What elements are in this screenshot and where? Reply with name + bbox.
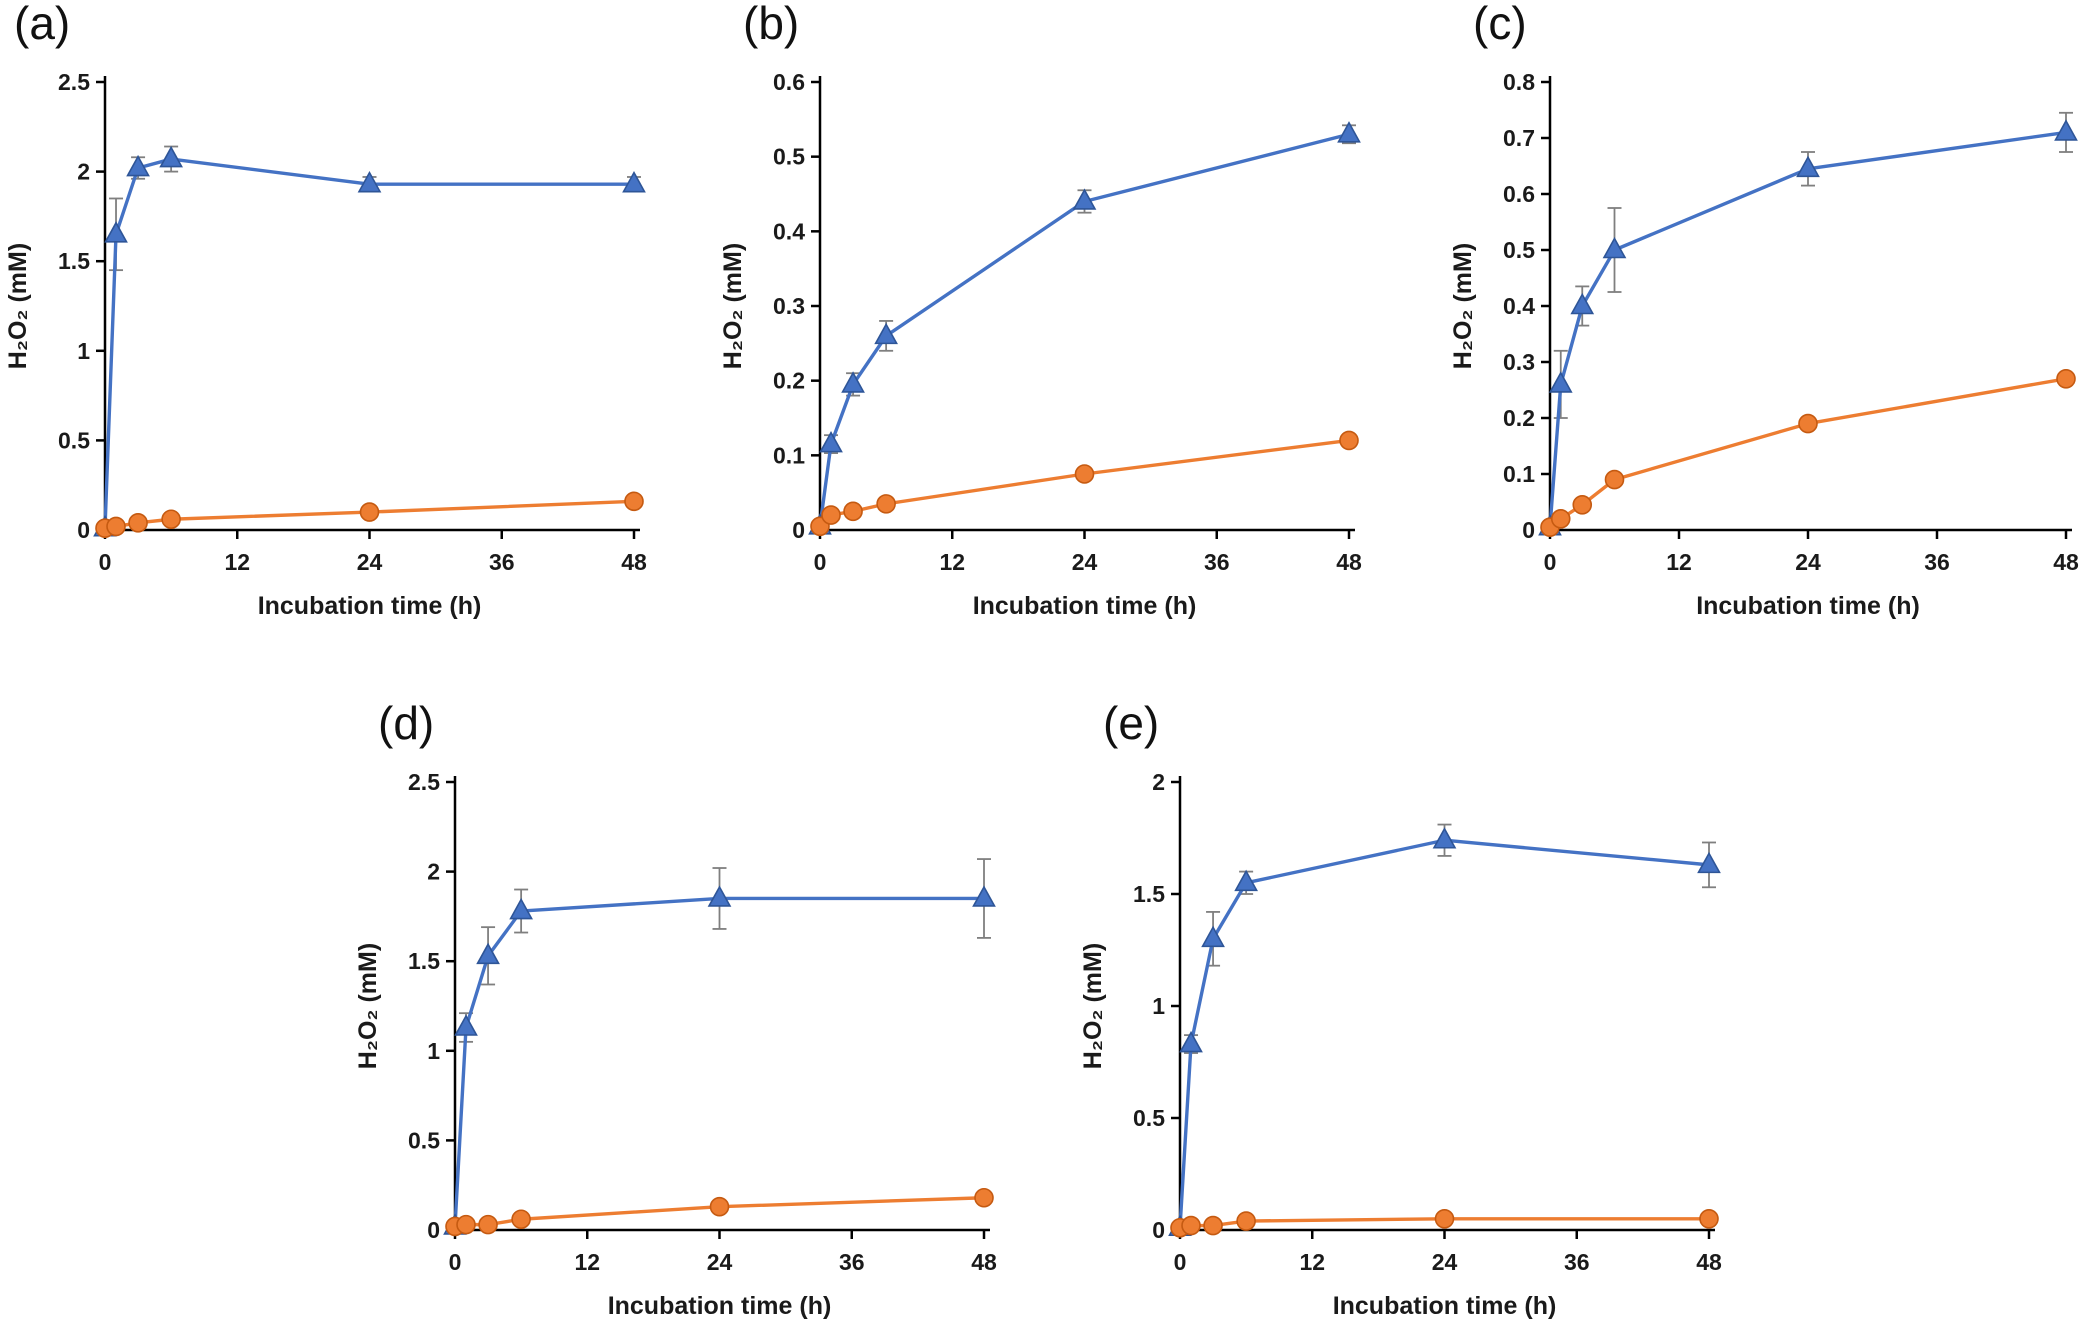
svg-text:0: 0 <box>792 517 805 543</box>
svg-text:H₂O₂ (mM): H₂O₂ (mM) <box>1449 243 1477 369</box>
svg-text:24: 24 <box>707 1249 733 1275</box>
svg-text:24: 24 <box>1432 1249 1458 1275</box>
svg-text:36: 36 <box>1924 549 1950 575</box>
svg-text:12: 12 <box>574 1249 600 1275</box>
svg-text:Incubation time (h): Incubation time (h) <box>973 592 1197 620</box>
svg-text:Incubation time (h): Incubation time (h) <box>258 592 482 620</box>
svg-text:1: 1 <box>77 338 90 364</box>
svg-text:48: 48 <box>1696 1249 1722 1275</box>
svg-text:48: 48 <box>2053 549 2079 575</box>
svg-text:Incubation time (h): Incubation time (h) <box>1333 1292 1557 1320</box>
svg-text:1: 1 <box>1152 993 1165 1019</box>
svg-text:0.3: 0.3 <box>1503 349 1535 375</box>
svg-text:0.6: 0.6 <box>773 69 805 95</box>
svg-text:2.5: 2.5 <box>58 69 90 95</box>
panel-label-d: (d) <box>378 697 435 749</box>
chart-panel-e: (e) 0 0.5 1 1.5 2 0 12 24 36 48 Incubation time (h… <box>1075 700 1735 1342</box>
svg-text:H₂O₂ (mM): H₂O₂ (mM) <box>4 243 32 369</box>
svg-text:0.2: 0.2 <box>773 368 805 394</box>
chart-panel-b: (b) 0 0.1 0.2 0.3 0.4 0.5 0.6 0 12 24 36 48 Incubati… <box>715 0 1375 650</box>
svg-text:0.1: 0.1 <box>1503 461 1535 487</box>
chart-d-plot: 0 0.5 1 1.5 2 2.5 0 12 24 36 48 Incubation time (h)… <box>354 769 997 1320</box>
svg-text:36: 36 <box>489 549 515 575</box>
svg-text:0.1: 0.1 <box>773 442 805 468</box>
svg-text:Incubation time (h): Incubation time (h) <box>608 1292 832 1320</box>
panel-label-e: (e) <box>1103 697 1160 749</box>
svg-text:2: 2 <box>427 859 440 885</box>
svg-text:0: 0 <box>449 1249 462 1275</box>
svg-text:0.5: 0.5 <box>773 144 805 170</box>
chart-b-plot: 0 0.1 0.2 0.3 0.4 0.5 0.6 0 12 24 36 48 Incubation t… <box>719 69 1362 620</box>
svg-text:0: 0 <box>427 1217 440 1243</box>
svg-text:24: 24 <box>1795 549 1821 575</box>
svg-text:1.5: 1.5 <box>1133 881 1165 907</box>
svg-text:12: 12 <box>939 549 965 575</box>
panel-label-b: (b) <box>743 0 800 49</box>
svg-text:H₂O₂ (mM): H₂O₂ (mM) <box>719 243 747 369</box>
svg-text:0.4: 0.4 <box>773 218 805 244</box>
svg-text:0.8: 0.8 <box>1503 69 1535 95</box>
chart-e-plot: 0 0.5 1 1.5 2 0 12 24 36 48 Incubation time (h) H₂O… <box>1079 769 1722 1320</box>
svg-text:12: 12 <box>224 549 250 575</box>
svg-text:48: 48 <box>1336 549 1362 575</box>
svg-text:0.5: 0.5 <box>58 427 90 453</box>
svg-text:24: 24 <box>357 549 383 575</box>
panel-label-c: (c) <box>1473 0 1527 49</box>
svg-text:2.5: 2.5 <box>408 769 440 795</box>
svg-text:0: 0 <box>1174 1249 1187 1275</box>
svg-text:0.5: 0.5 <box>1133 1105 1165 1131</box>
svg-text:0: 0 <box>77 517 90 543</box>
svg-text:2: 2 <box>1152 769 1165 795</box>
chart-panel-a: (a) 0 0.5 1 1.5 2 2.5 0 12 24 36 48 Incubation time… <box>0 0 660 650</box>
chart-a-plot: 0 0.5 1 1.5 2 2.5 0 12 24 36 48 Incubation time (h)… <box>4 69 647 620</box>
svg-text:0.3: 0.3 <box>773 293 805 319</box>
svg-text:0.4: 0.4 <box>1503 293 1535 319</box>
chart-panel-d: (d) 0 0.5 1 1.5 2 2.5 0 12 24 36 48 Incubation time… <box>350 700 1010 1342</box>
svg-text:0.5: 0.5 <box>1503 237 1535 263</box>
svg-text:36: 36 <box>1204 549 1230 575</box>
svg-text:H₂O₂ (mM): H₂O₂ (mM) <box>354 943 382 1069</box>
svg-text:0: 0 <box>1152 1217 1165 1243</box>
svg-text:0: 0 <box>99 549 112 575</box>
chart-panel-c: (c) 0 0.1 0.2 0.3 0.4 0.5 0.6 0.7 0.8 0 12 24 36 48 In… <box>1445 0 2092 650</box>
svg-text:Incubation time (h): Incubation time (h) <box>1696 592 1920 620</box>
svg-text:1.5: 1.5 <box>408 948 440 974</box>
svg-text:0.7: 0.7 <box>1503 125 1535 151</box>
svg-text:H₂O₂ (mM): H₂O₂ (mM) <box>1079 943 1107 1069</box>
svg-text:1: 1 <box>427 1038 440 1064</box>
svg-text:1.5: 1.5 <box>58 248 90 274</box>
svg-text:48: 48 <box>971 1249 997 1275</box>
svg-text:24: 24 <box>1072 549 1098 575</box>
svg-text:48: 48 <box>621 549 647 575</box>
svg-text:36: 36 <box>1564 1249 1590 1275</box>
chart-c-plot: 0 0.1 0.2 0.3 0.4 0.5 0.6 0.7 0.8 0 12 24 36 48 Incuba… <box>1449 69 2079 620</box>
svg-text:0: 0 <box>814 549 827 575</box>
svg-text:0: 0 <box>1544 549 1557 575</box>
svg-text:0.2: 0.2 <box>1503 405 1535 431</box>
svg-text:0: 0 <box>1522 517 1535 543</box>
svg-text:12: 12 <box>1666 549 1692 575</box>
panel-label-a: (a) <box>14 0 71 49</box>
svg-text:36: 36 <box>839 1249 865 1275</box>
svg-text:2: 2 <box>77 159 90 185</box>
svg-text:0.6: 0.6 <box>1503 181 1535 207</box>
svg-text:0.5: 0.5 <box>408 1127 440 1153</box>
svg-text:12: 12 <box>1299 1249 1325 1275</box>
